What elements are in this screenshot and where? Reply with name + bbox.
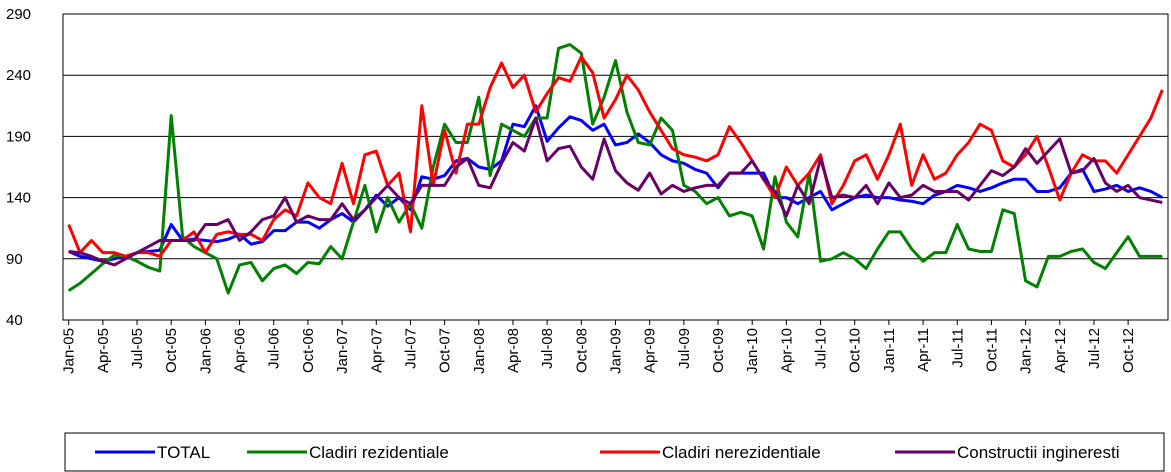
y-tick-label: 190 (6, 128, 31, 145)
x-tick-label: Apr-12 (1052, 328, 1069, 373)
y-tick-label: 290 (6, 6, 31, 23)
x-tick-label: Jul-11 (949, 328, 966, 368)
y-tick-label: 140 (6, 190, 31, 207)
x-tick-label: Jan-06 (197, 328, 214, 374)
x-tick-label: Oct-06 (300, 328, 317, 373)
x-tick-label: Oct-10 (847, 328, 864, 373)
x-tick-label: Apr-10 (778, 328, 795, 373)
x-tick-label: Apr-09 (642, 328, 659, 373)
x-tick-label: Apr-06 (232, 328, 249, 373)
x-tick-label: Jul-07 (402, 328, 419, 369)
x-tick-label: Jan-11 (881, 328, 898, 373)
x-tick-label: Oct-05 (163, 328, 180, 373)
y-tick-label: 40 (6, 312, 23, 329)
x-tick-label: Oct-09 (710, 328, 727, 373)
legend-label: Cladiri nerezidentiale (662, 443, 821, 462)
legend-label: Constructii ingineresti (957, 443, 1120, 462)
x-tick-label: Oct-11 (983, 328, 1000, 372)
x-tick-label: Oct-07 (437, 328, 454, 373)
x-tick-label: Apr-08 (505, 328, 522, 373)
x-tick-label: Jan-09 (608, 328, 625, 374)
x-tick-label: Oct-12 (1120, 328, 1137, 373)
x-tick-label: Jul-09 (676, 328, 693, 369)
x-tick-label: Jul-12 (1086, 328, 1103, 369)
series-line (67, 43, 1163, 295)
x-tick-label: Jul-10 (813, 328, 830, 369)
x-tick-label: Jan-05 (61, 328, 78, 374)
y-tick-label: 90 (6, 251, 23, 268)
x-tick-label: Oct-08 (573, 328, 590, 373)
legend-label: TOTAL (157, 443, 210, 462)
x-tick-label: Jan-07 (334, 328, 351, 374)
series-line (68, 104, 1164, 263)
x-tick-label: Jul-05 (129, 328, 146, 369)
x-tick-label: Jan-12 (1018, 328, 1035, 374)
x-tick-label: Apr-05 (95, 328, 112, 373)
x-tick-label: Jul-08 (539, 328, 556, 369)
y-tick-label: 240 (6, 67, 31, 84)
series-line (67, 55, 1164, 258)
x-tick-label: Jul-06 (266, 328, 283, 369)
x-tick-label: Jan-10 (744, 328, 761, 374)
x-tick-label: Apr-11 (915, 328, 932, 372)
series-line (68, 116, 1163, 267)
x-tick-label: Apr-07 (368, 328, 385, 373)
legend-label: Cladiri rezidentiale (309, 443, 449, 462)
x-tick-label: Jan-08 (471, 328, 488, 374)
